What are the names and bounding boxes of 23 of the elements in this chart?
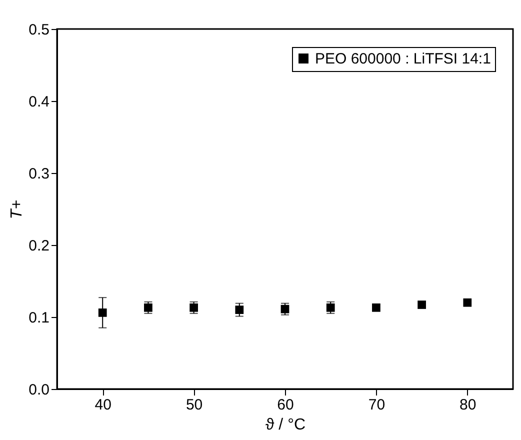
point [190,303,198,312]
y-tick-label: 0.3 [28,166,50,182]
legend-label: PEO 600000 : LiTFSI 14:1 [315,50,491,68]
point [235,306,244,314]
x-tick-label: 50 [186,396,203,414]
point [280,304,290,314]
y-tick-label: 0.5 [28,22,50,38]
x-tick-label: 40 [94,396,112,414]
point [372,303,380,312]
y-tick-label: 0.4 [28,94,50,110]
point [98,308,107,317]
y-tick-label: 0.1 [28,310,50,326]
point [144,303,152,312]
point [326,303,335,312]
x-axis-title: ϑ / °C [265,416,306,434]
x-tick-label: 80 [460,396,476,414]
y-tick-label: 0.0 [28,382,50,398]
y-axis-title: T+ [8,200,26,220]
x-tick-label: 60 [277,396,294,414]
point [463,298,472,307]
x-tick-label: 70 [368,396,386,414]
point [418,300,426,309]
y-tick-label: 0.2 [28,238,50,254]
